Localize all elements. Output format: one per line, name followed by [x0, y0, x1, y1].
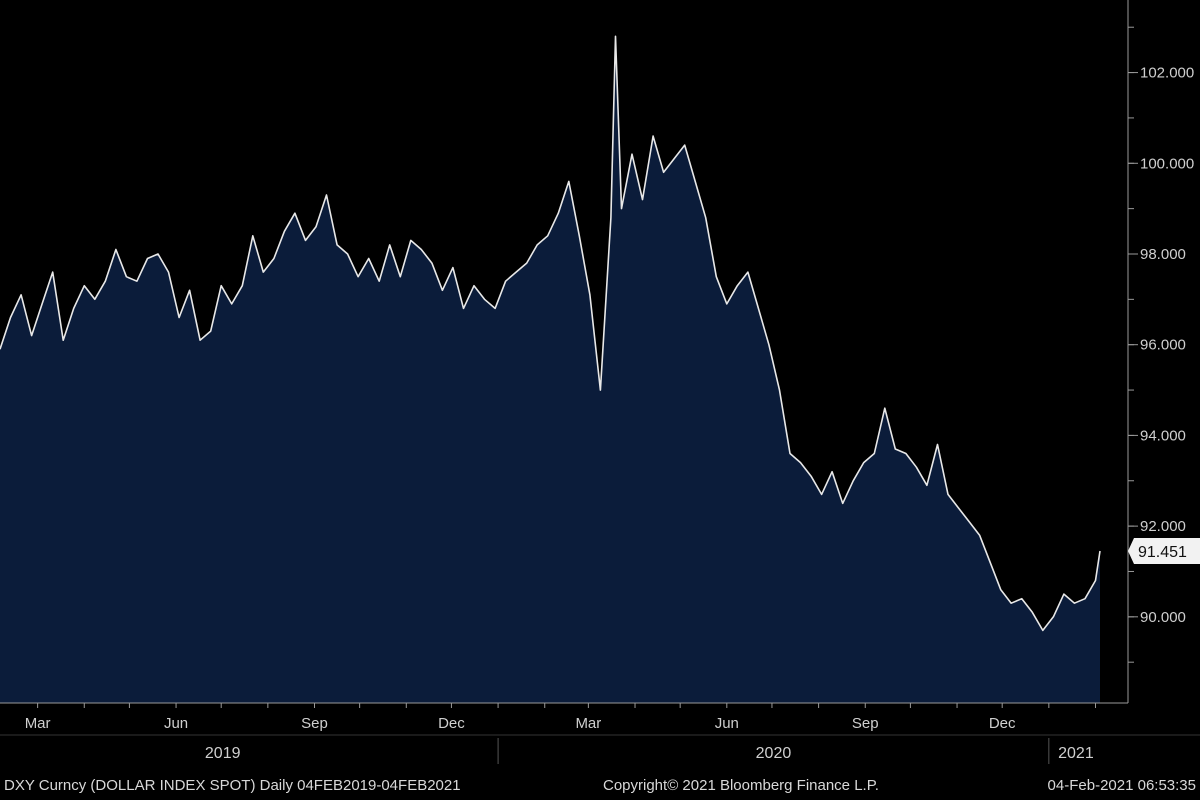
year-axis: 2019 2020 2021 [205, 738, 1094, 764]
y-tick-label: 100.000 [1140, 155, 1194, 172]
footer-copyright: Copyright© 2021 Bloomberg Finance L.P. [603, 777, 879, 794]
last-value-marker: 91.451 [1128, 538, 1200, 565]
y-tick-label: 96.000 [1140, 337, 1186, 354]
year-label: 2019 [205, 745, 241, 762]
y-tick-label: 98.000 [1140, 246, 1186, 263]
y-tick-label: 90.000 [1140, 609, 1186, 626]
year-label: 2021 [1058, 745, 1094, 762]
area-layer [0, 35, 1101, 704]
y-axis: 90.000 92.000 94.000 96.000 98.000 100.000 102… [1128, 65, 1194, 626]
x-tick-label: Sep [301, 715, 328, 732]
y-tick-label: 94.000 [1140, 427, 1186, 444]
last-value-flag [1128, 538, 1200, 565]
year-label: 2020 [756, 745, 792, 762]
x-tick-label: Mar [25, 715, 51, 732]
series-line [0, 35, 1101, 632]
footer-timestamp: 04-Feb-2021 06:53:35 [1048, 777, 1196, 794]
last-value-label: 91.451 [1138, 544, 1187, 561]
footer-ticker: DXY Curncy (DOLLAR INDEX SPOT) Daily 04F… [4, 777, 461, 794]
axis-layer [0, 0, 1200, 736]
y-tick-label: 92.000 [1140, 518, 1186, 535]
x-tick-label: Mar [575, 715, 601, 732]
x-tick-label: Jun [715, 715, 739, 732]
x-tick-label: Dec [438, 715, 465, 732]
x-axis: Mar Jun Sep Dec Mar Jun Sep Dec [25, 703, 1096, 732]
x-tick-label: Jun [164, 715, 188, 732]
series-area [0, 36, 1100, 704]
x-tick-label: Sep [852, 715, 879, 732]
x-tick-label: Dec [989, 715, 1016, 732]
y-tick-label: 102.000 [1140, 65, 1194, 82]
footer: DXY Curncy (DOLLAR INDEX SPOT) Daily 04F… [4, 777, 1196, 794]
